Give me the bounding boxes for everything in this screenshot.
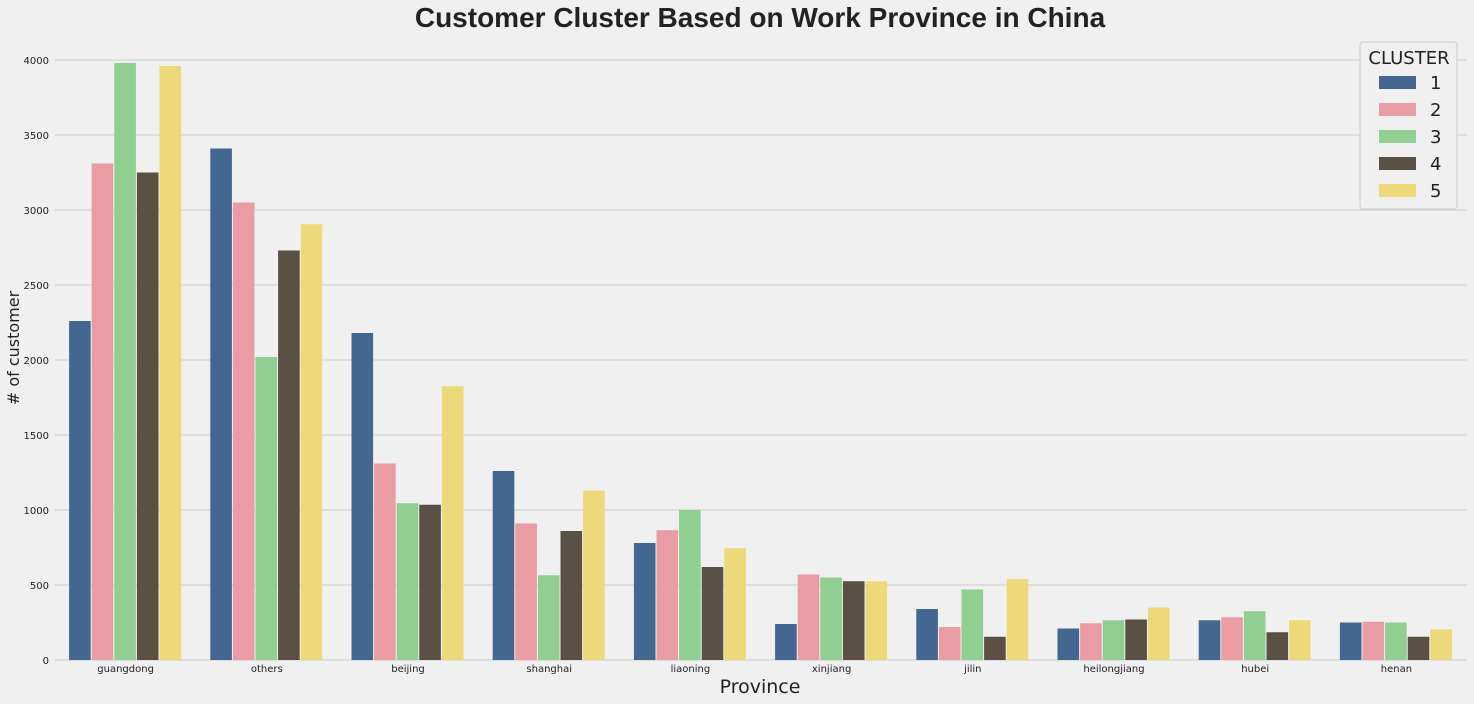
x-tick-label: guangdong <box>97 664 154 675</box>
y-tick-label: 500 <box>30 581 49 592</box>
y-tick-label: 0 <box>43 656 49 667</box>
x-tick-label: jilin <box>963 664 981 675</box>
bar <box>916 609 938 660</box>
bar <box>232 202 255 660</box>
bar <box>492 471 515 660</box>
legend-title: CLUSTER <box>1368 48 1449 69</box>
bar <box>419 504 441 660</box>
legend-label: 2 <box>1430 100 1441 121</box>
legend-swatch <box>1379 157 1416 170</box>
bar <box>724 548 746 660</box>
y-tick-label: 2000 <box>24 356 49 367</box>
bar <box>351 333 374 660</box>
bar <box>69 321 91 660</box>
chart-title: Customer Cluster Based on Work Province … <box>415 2 1106 33</box>
bar <box>537 575 560 660</box>
legend-swatch <box>1379 184 1416 197</box>
bar <box>865 581 888 660</box>
bar <box>656 530 679 660</box>
bar <box>374 463 396 660</box>
bar <box>1430 629 1452 660</box>
bar <box>583 490 605 660</box>
bar <box>1102 620 1125 660</box>
bar <box>1339 622 1362 660</box>
bar <box>278 250 300 660</box>
x-tick-label: xinjiang <box>812 664 851 675</box>
y-tick-label: 3500 <box>24 131 49 142</box>
bar <box>1266 632 1289 660</box>
bar <box>1198 620 1221 660</box>
bars <box>69 63 1452 660</box>
bar <box>679 510 701 660</box>
bar <box>396 503 419 660</box>
bar <box>441 386 464 660</box>
x-tick-label: liaoning <box>671 664 711 675</box>
legend: CLUSTER 1 2 3 4 5 <box>1359 41 1458 210</box>
bar <box>136 172 159 660</box>
y-tick-label: 3000 <box>24 206 49 217</box>
bar <box>1057 628 1080 660</box>
x-tick-label: shanghai <box>526 664 572 675</box>
y-tick-labels: 0 500 1000 1500 2000 2500 3000 3500 4000 <box>24 56 49 667</box>
x-tick-labels: guangdong others beijing shanghai liaoning xi… <box>97 664 1412 675</box>
legend-label: 1 <box>1430 73 1441 94</box>
bar <box>1243 611 1266 660</box>
bar <box>1006 579 1029 660</box>
bar <box>1289 620 1311 660</box>
x-axis-label: Province <box>720 676 801 698</box>
bar <box>775 624 797 660</box>
bar <box>210 148 232 660</box>
bar <box>938 627 961 660</box>
bar <box>1385 622 1407 660</box>
legend-swatch <box>1379 130 1416 143</box>
bar <box>961 589 984 660</box>
bar <box>159 66 182 660</box>
bar <box>820 577 842 660</box>
bar <box>797 574 820 660</box>
x-tick-label: hubei <box>1241 664 1269 675</box>
bar <box>114 63 136 660</box>
y-tick-label: 4000 <box>24 56 49 67</box>
y-tick-label: 1500 <box>24 431 49 442</box>
legend-label: 4 <box>1430 154 1441 175</box>
y-tick-label: 1000 <box>24 506 49 517</box>
bar <box>300 224 323 660</box>
legend-items: 1 2 3 4 5 <box>1379 73 1441 202</box>
x-tick-label: heilongjiang <box>1083 664 1144 675</box>
bar <box>1362 621 1385 660</box>
bar <box>984 636 1006 660</box>
bar <box>515 523 537 660</box>
legend-label: 3 <box>1430 127 1441 148</box>
y-axis-label: # of customer <box>4 290 23 405</box>
bar <box>560 531 583 660</box>
bar <box>255 357 278 660</box>
legend-label: 5 <box>1430 181 1441 202</box>
y-tick-label: 2500 <box>24 281 49 292</box>
legend-swatch <box>1379 76 1416 89</box>
bar <box>701 567 724 660</box>
legend-swatch <box>1379 103 1416 116</box>
bar <box>1080 623 1102 660</box>
bar <box>1221 617 1243 660</box>
bar <box>633 543 656 660</box>
bar <box>1147 607 1170 660</box>
bar <box>1125 619 1147 660</box>
x-tick-label: beijing <box>391 664 425 675</box>
x-tick-label: others <box>251 664 283 675</box>
bar <box>1407 636 1430 660</box>
bar <box>842 581 865 660</box>
x-tick-label: henan <box>1381 664 1412 675</box>
bar <box>91 163 114 660</box>
